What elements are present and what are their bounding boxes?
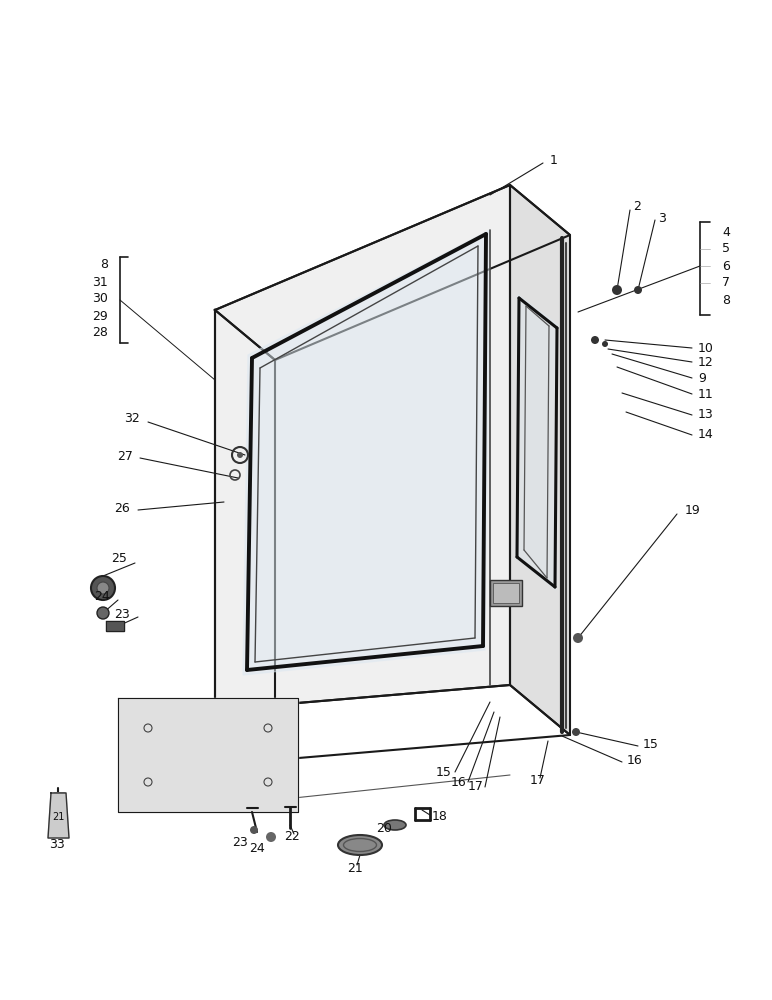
Text: 16: 16 — [450, 776, 466, 790]
Circle shape — [591, 336, 599, 344]
Circle shape — [634, 286, 642, 294]
Text: 20: 20 — [376, 822, 392, 834]
Text: 26: 26 — [114, 502, 130, 516]
Text: 24: 24 — [249, 842, 265, 854]
Text: 18: 18 — [432, 810, 448, 822]
Circle shape — [266, 832, 276, 842]
Text: 32: 32 — [124, 412, 140, 424]
Text: 15: 15 — [643, 738, 659, 752]
Ellipse shape — [384, 820, 406, 830]
Circle shape — [97, 582, 109, 594]
Text: 11: 11 — [698, 387, 714, 400]
Text: 30: 30 — [92, 292, 108, 306]
Circle shape — [237, 452, 243, 458]
Text: 17: 17 — [530, 774, 546, 786]
Polygon shape — [48, 793, 69, 838]
Bar — [490, 580, 522, 606]
Text: 10: 10 — [698, 342, 714, 355]
Text: 22: 22 — [284, 830, 300, 842]
Ellipse shape — [338, 835, 382, 855]
Circle shape — [250, 826, 258, 834]
Circle shape — [572, 728, 580, 736]
Text: 5: 5 — [722, 242, 730, 255]
Polygon shape — [510, 185, 570, 735]
Circle shape — [602, 341, 608, 347]
Text: 6: 6 — [722, 259, 730, 272]
Text: 9: 9 — [698, 371, 706, 384]
Polygon shape — [516, 295, 558, 590]
Polygon shape — [118, 698, 298, 812]
Text: 33: 33 — [49, 838, 65, 850]
Circle shape — [612, 285, 622, 295]
Text: 7: 7 — [722, 276, 730, 290]
Circle shape — [573, 633, 583, 643]
Polygon shape — [215, 185, 570, 360]
Bar — [493, 583, 519, 603]
Text: 1: 1 — [550, 153, 558, 166]
Text: 28: 28 — [92, 326, 108, 340]
Text: 4: 4 — [722, 226, 730, 238]
Text: 8: 8 — [722, 294, 730, 306]
Text: 23: 23 — [232, 836, 248, 848]
Circle shape — [91, 576, 115, 600]
Polygon shape — [215, 310, 275, 760]
Polygon shape — [243, 230, 490, 675]
Text: 17: 17 — [468, 780, 484, 794]
Text: 29: 29 — [92, 310, 108, 322]
Text: 21: 21 — [52, 812, 64, 822]
Text: 21: 21 — [347, 861, 363, 874]
Text: 3: 3 — [658, 212, 666, 225]
Text: 8: 8 — [100, 258, 108, 271]
Circle shape — [97, 607, 109, 619]
Text: 16: 16 — [627, 754, 643, 768]
Text: 25: 25 — [111, 552, 127, 564]
Text: 24: 24 — [94, 589, 110, 602]
Polygon shape — [106, 621, 124, 631]
Text: 13: 13 — [698, 408, 714, 422]
Polygon shape — [215, 185, 510, 710]
Text: 2: 2 — [633, 200, 641, 214]
Text: 12: 12 — [698, 356, 714, 368]
Text: 31: 31 — [92, 275, 108, 288]
Text: 27: 27 — [117, 450, 133, 462]
Text: 15: 15 — [436, 766, 452, 780]
Text: 14: 14 — [698, 428, 714, 442]
Text: 23: 23 — [114, 607, 130, 620]
Text: 19: 19 — [685, 504, 701, 518]
